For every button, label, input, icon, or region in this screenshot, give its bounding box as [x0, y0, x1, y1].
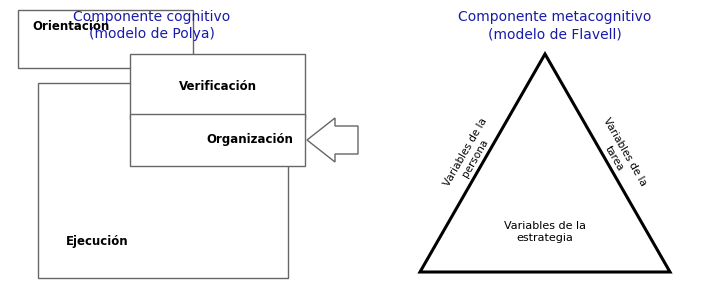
- Text: Organización: Organización: [206, 133, 293, 147]
- Text: Ejecución: Ejecución: [66, 235, 129, 248]
- Text: Variables de la
persona: Variables de la persona: [442, 116, 499, 194]
- Text: Variables de la
estrategia: Variables de la estrategia: [504, 221, 586, 243]
- Polygon shape: [420, 54, 670, 272]
- Text: Componente cognitivo
(modelo de Polya): Componente cognitivo (modelo de Polya): [74, 10, 231, 41]
- Text: Orientación: Orientación: [32, 20, 109, 33]
- Bar: [18, 10, 193, 68]
- Bar: [130, 54, 305, 119]
- Text: Variables de la
tarea: Variables de la tarea: [591, 116, 648, 194]
- Text: Componente metacognitivo
(modelo de Flavell): Componente metacognitivo (modelo de Flav…: [458, 10, 651, 41]
- Polygon shape: [307, 118, 358, 162]
- Bar: [38, 83, 288, 278]
- Text: Verificación: Verificación: [178, 80, 256, 93]
- Bar: [130, 114, 305, 166]
